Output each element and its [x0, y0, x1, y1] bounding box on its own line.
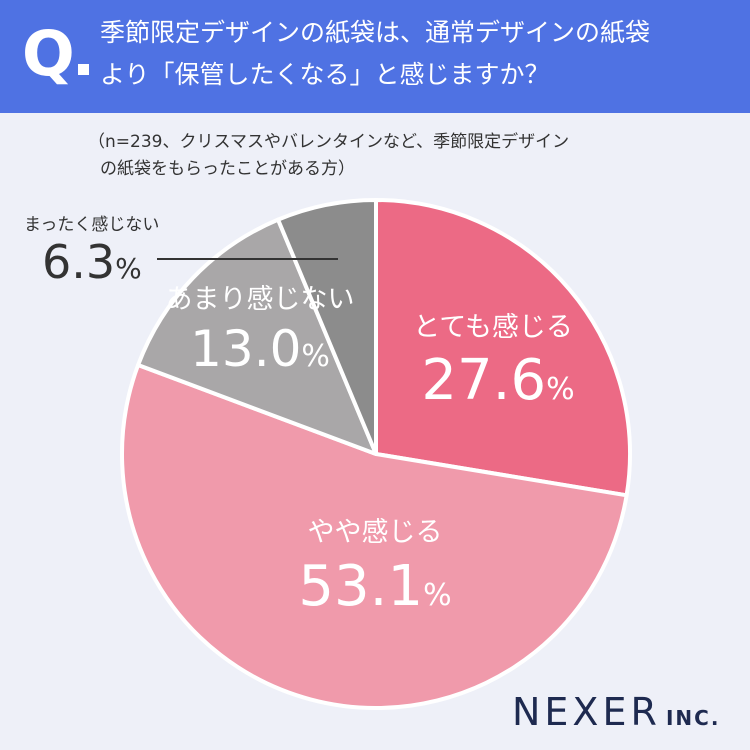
q-dot — [78, 64, 89, 75]
slice-value-unit-amari: % — [301, 339, 330, 374]
logo-sub: INC. — [665, 706, 721, 730]
slice-value-totemo: 27.6% — [403, 350, 593, 412]
pie-slice-yaya — [120, 362, 629, 711]
sample-note-line-2: の紙袋をもらったことがある方） — [100, 159, 355, 179]
pie-slice-totemo — [374, 198, 632, 498]
slice-value-unit-totemo: % — [546, 372, 575, 407]
question-line-2: より「保管したくなる」と感じますか？ — [100, 60, 550, 89]
slice-label-mattaku: まったく感じない — [24, 215, 160, 235]
pie-slice-amari — [136, 217, 378, 456]
question-line-1: 季節限定デザインの紙袋は、通常デザインの紙袋 — [100, 18, 651, 47]
slice-value-unit-mattaku: % — [115, 252, 142, 285]
sample-note-line-1: （n=239、クリスマスやバレンタインなど、季節限定デザイン — [88, 132, 570, 152]
q-mark: Q — [22, 17, 75, 90]
slice-value-number-yaya: 53.1 — [298, 554, 424, 619]
logo-main: NEXER — [512, 690, 661, 734]
slice-value-number-mattaku: 6.3 — [42, 235, 116, 289]
nexer-logo: NEXER INC. — [512, 690, 720, 734]
slice-value-mattaku: 6.3% — [42, 236, 142, 295]
question-header: Q 季節限定デザインの紙袋は、通常デザインの紙袋 より「保管したくなる」と感じま… — [0, 0, 750, 113]
slice-label-totemo: とても感じる — [413, 312, 573, 343]
slice-label-yaya: やや感じる — [307, 517, 443, 548]
slice-value-number-totemo: 27.6 — [421, 348, 547, 413]
slice-value-amari: 13.0% — [165, 318, 355, 380]
slice-value-number-amari: 13.0 — [190, 320, 302, 378]
slice-label-amari: あまり感じない — [165, 284, 355, 315]
slice-value-yaya: 53.1% — [275, 556, 475, 618]
pie-slice-mattaku — [276, 198, 378, 456]
slice-value-unit-yaya: % — [423, 578, 452, 613]
